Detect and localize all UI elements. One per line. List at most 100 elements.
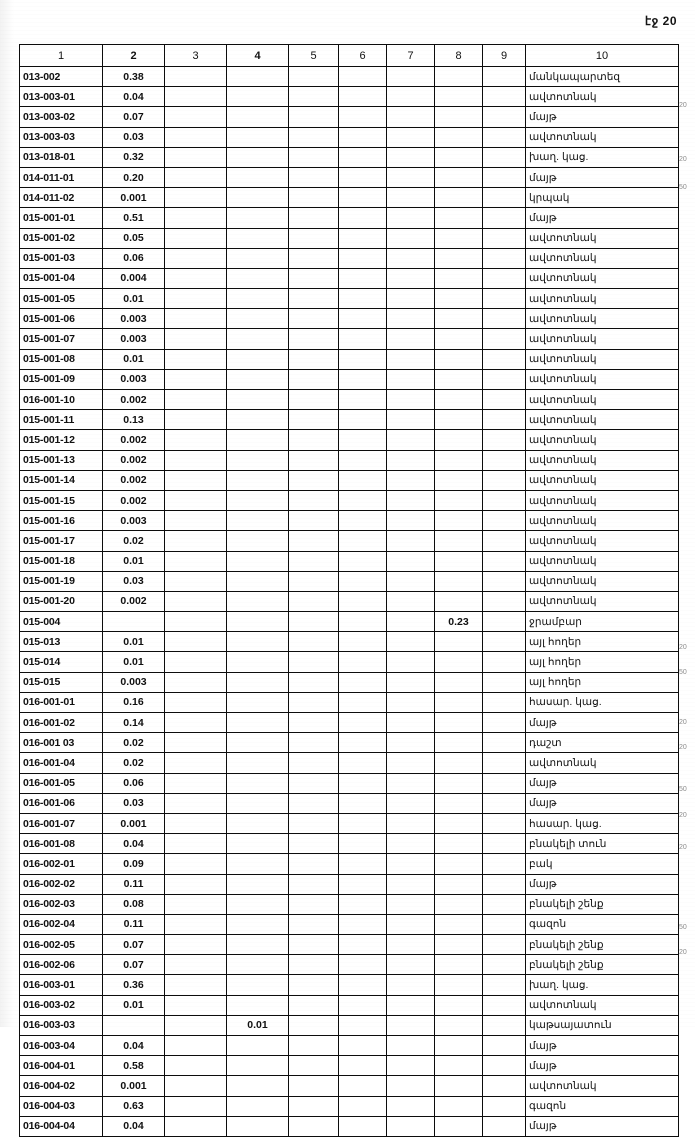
- cell-area-col2: 0.13: [102, 409, 165, 431]
- cell-area-col7: [386, 510, 435, 532]
- cell-area-col3: [164, 126, 227, 148]
- cell-area-col2: 0.003: [102, 510, 165, 532]
- cell-area-col5: [288, 308, 339, 330]
- cell-parcel-code: 016-001-04: [19, 752, 103, 774]
- cell-area-col5: [288, 853, 339, 875]
- cell-area-col6: [338, 1014, 387, 1037]
- table-row: 013-018-01 0.32 խաղ. կաց.: [19, 146, 679, 168]
- cell-parcel-code: 013-018-01: [19, 146, 103, 168]
- cell-area-col3: [164, 1055, 227, 1077]
- cell-area-col5: [288, 530, 339, 552]
- cell-area-col5: [288, 166, 339, 189]
- cell-area-col9: [482, 812, 526, 835]
- cell-area-col5: [288, 994, 339, 1016]
- cell-parcel-code: 015-014: [19, 651, 103, 673]
- cell-area-col7: [386, 368, 435, 391]
- cell-area-col2: 0.07: [102, 106, 165, 128]
- cell-area-col4: [226, 1095, 289, 1117]
- cell-area-col6: [338, 994, 387, 1016]
- cell-land-use-description: դաշտ: [525, 732, 679, 754]
- cell-area-col6: [338, 187, 387, 209]
- cell-land-use-description: ավտոտնակ: [525, 227, 679, 249]
- cell-area-col2: 0.01: [102, 550, 165, 572]
- table-body: 013-002 0.38 մանկապարտեզ 013-003-01 0.04 ավտո…: [19, 65, 679, 1137]
- cell-area-col3: [164, 954, 227, 976]
- cell-area-col4: [226, 974, 289, 996]
- cell-land-use-description: մայթ: [525, 106, 679, 128]
- scan-margin-mark: 20: [679, 949, 687, 956]
- cell-parcel-code: 015-001-17: [19, 530, 103, 552]
- cell-area-col9: [482, 207, 526, 229]
- cell-area-col3: [164, 1075, 227, 1097]
- cell-area-col5: [288, 1014, 339, 1037]
- cell-area-col6: [338, 86, 387, 108]
- cell-area-col5: [288, 732, 339, 754]
- cell-area-col3: [164, 409, 227, 431]
- cell-area-col4: [226, 348, 289, 370]
- cell-area-col2: 0.11: [102, 873, 165, 895]
- cell-area-col6: [338, 590, 387, 613]
- cell-land-use-description: ավտոտնակ: [525, 267, 679, 290]
- table-row: 015-001-15 0.002 ավտոտնակ: [19, 489, 679, 512]
- cell-area-col7: [386, 1055, 435, 1077]
- cell-area-col4: [226, 146, 289, 168]
- cell-parcel-code: 015-001-16: [19, 510, 103, 532]
- table-row: 016-001-08 0.04 բնակելի տուն: [19, 833, 679, 855]
- cell-area-col2: 0.14: [102, 711, 165, 734]
- land-registry-table: 1 2 3 4 5 6 7 8 9 10 013-002 0.38 մանկապար…: [19, 44, 679, 1137]
- cell-area-col8: [434, 853, 483, 875]
- cell-area-col7: [386, 106, 435, 128]
- cell-parcel-code: 015-001-02: [19, 227, 103, 249]
- cell-area-col7: [386, 469, 435, 491]
- cell-parcel-code: 013-003-03: [19, 126, 103, 148]
- cell-area-col9: [482, 772, 526, 794]
- cell-area-col2: 0.08: [102, 893, 165, 915]
- cell-area-col5: [288, 368, 339, 391]
- cell-area-col6: [338, 308, 387, 330]
- cell-area-col6: [338, 288, 387, 310]
- cell-area-col4: [226, 732, 289, 754]
- cell-area-col8: [434, 913, 483, 936]
- cell-area-col5: [288, 833, 339, 855]
- cell-land-use-description: ավտոտնակ: [525, 994, 679, 1016]
- cell-area-col4: [226, 1055, 289, 1077]
- cell-area-col5: [288, 388, 339, 411]
- cell-area-col4: [226, 570, 289, 592]
- table-row: 016-004-03 0.63 գազոն: [19, 1095, 679, 1117]
- table-row: 015-001-20 0.002 ավտոտնակ: [19, 590, 679, 613]
- cell-parcel-code: 016-001-08: [19, 833, 103, 855]
- cell-area-col7: [386, 348, 435, 370]
- cell-area-col7: [386, 954, 435, 976]
- cell-area-col9: [482, 388, 526, 411]
- cell-area-col3: [164, 913, 227, 936]
- table-row: 016-001-04 0.02 ավտոտնակ: [19, 752, 679, 774]
- cell-area-col7: [386, 974, 435, 996]
- cell-area-col5: [288, 489, 339, 512]
- cell-area-col7: [386, 913, 435, 936]
- cell-parcel-code: 015-001-09: [19, 368, 103, 391]
- cell-area-col5: [288, 590, 339, 613]
- table-row: 015-001-01 0.51 մայթ: [19, 207, 679, 229]
- cell-area-col4: [226, 449, 289, 471]
- cell-area-col7: [386, 833, 435, 855]
- cell-area-col2: 0.003: [102, 368, 165, 391]
- cell-area-col6: [338, 469, 387, 491]
- cell-area-col4: [226, 1034, 289, 1057]
- table-row: 016-002-03 0.08 բնակելի շենք: [19, 893, 679, 915]
- cell-area-col2: 0.16: [102, 691, 165, 714]
- cell-area-col2: [102, 1014, 165, 1037]
- cell-area-col8: [434, 166, 483, 189]
- cell-land-use-description: ավտոտնակ: [525, 550, 679, 572]
- cell-area-col6: [338, 893, 387, 915]
- cell-parcel-code: 015-001-12: [19, 429, 103, 451]
- cell-area-col2: 0.20: [102, 166, 165, 189]
- cell-parcel-code: 013-003-02: [19, 106, 103, 128]
- table-row: 015-001-03 0.06 ավտոտնակ: [19, 247, 679, 269]
- cell-land-use-description: ավտոտնակ: [525, 368, 679, 391]
- cell-area-col8: [434, 146, 483, 168]
- cell-area-col8: [434, 207, 483, 229]
- cell-area-col4: [226, 893, 289, 915]
- scan-margin-mark: 20: [679, 719, 687, 726]
- cell-area-col3: [164, 994, 227, 1016]
- table-row: 016-001-02 0.14 մայթ: [19, 711, 679, 734]
